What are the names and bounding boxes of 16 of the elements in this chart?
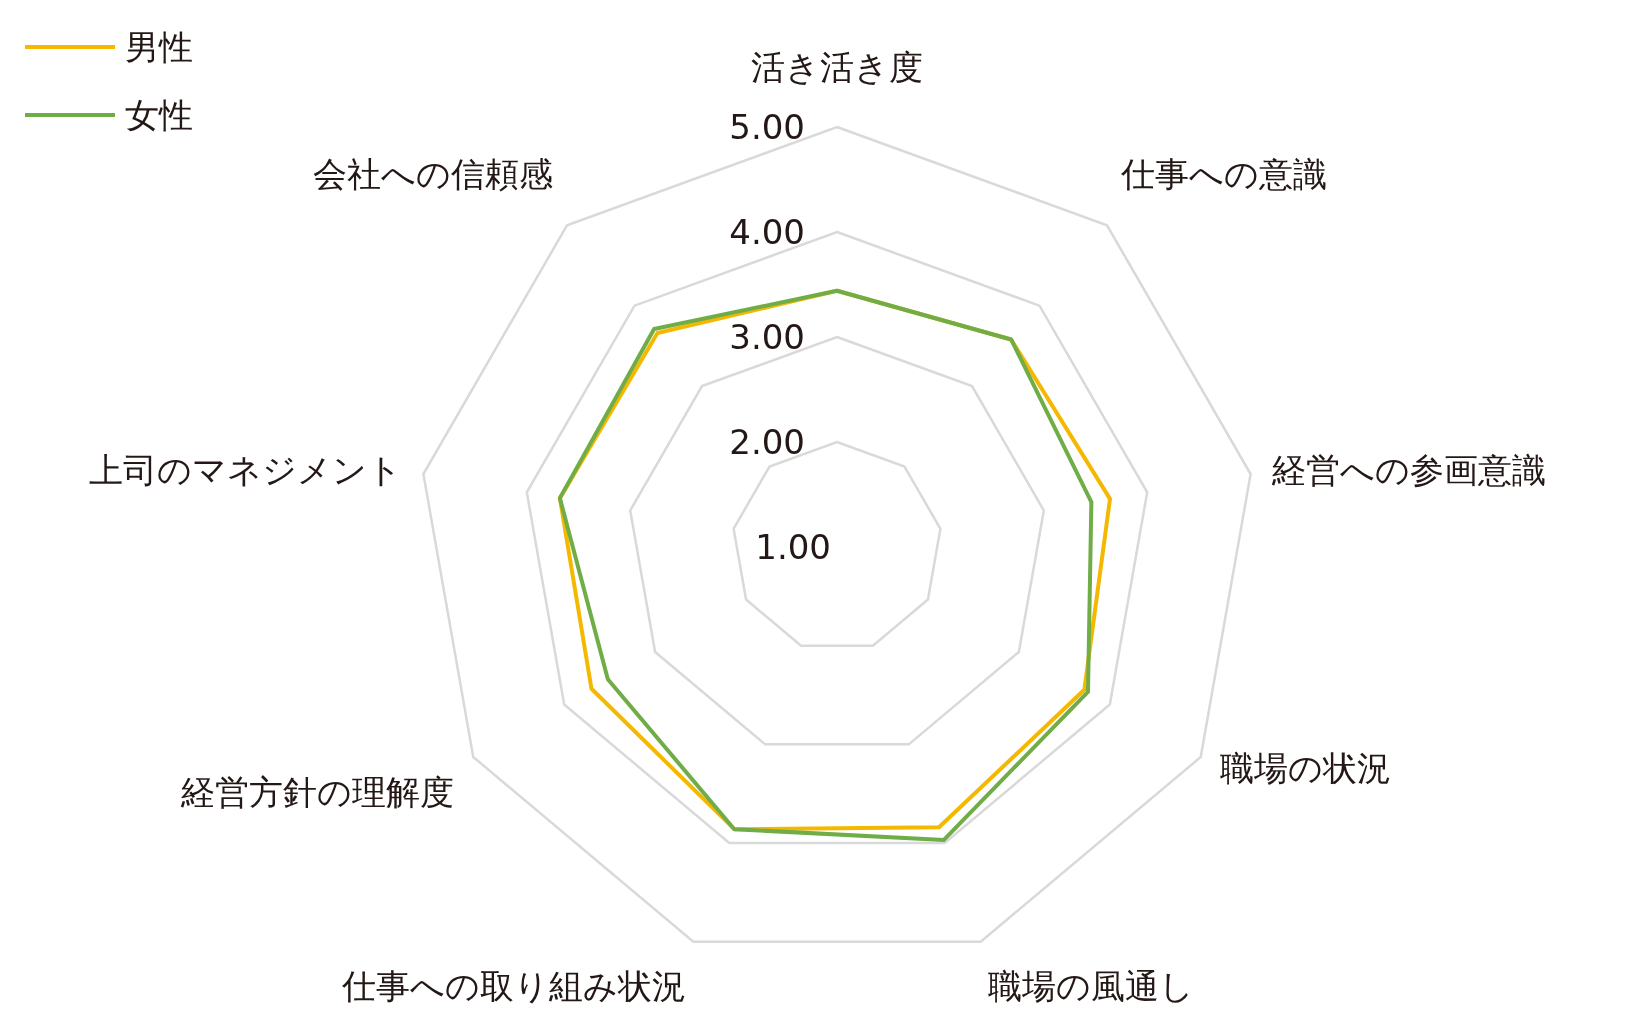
- spoke-label: 上司のマネジメント: [88, 450, 402, 491]
- spoke-label: 経営への参画意識: [1271, 450, 1547, 491]
- spoke-label: 仕事への意識: [1120, 154, 1328, 195]
- y-tick-label: 4.00: [729, 212, 805, 252]
- spoke-label: 活き活き度: [751, 47, 923, 87]
- legend-label: 女性: [125, 95, 193, 135]
- y-tick-label: 5.00: [729, 107, 805, 147]
- legend-label: 男性: [125, 27, 193, 67]
- y-tick-label: 2.00: [729, 422, 805, 462]
- spoke-label: 経営方針の理解度: [180, 772, 455, 812]
- spoke-label: 仕事への取り組み状況: [340, 966, 686, 1007]
- spoke-label: 職場の風通し: [988, 966, 1195, 1007]
- spoke-label: 会社への信頼感: [312, 154, 553, 195]
- y-tick-label: 3.00: [729, 317, 805, 357]
- spoke-label: 職場の状況: [1219, 748, 1391, 788]
- y-tick-label: 1.00: [755, 527, 831, 567]
